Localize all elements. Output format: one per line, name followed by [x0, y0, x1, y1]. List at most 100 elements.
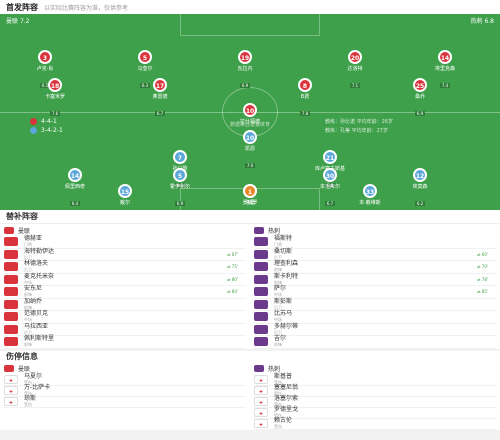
team-label: 曼联: [18, 366, 31, 373]
injury-icon: ✚: [4, 397, 18, 406]
sub-row[interactable]: 马拉西亚 后卫: [4, 322, 246, 336]
away-player[interactable]: 5 霍伊别尔 6.9: [145, 168, 215, 209]
away-injuries: 热刺 ✚ 斯基普 受伤 ✚ 塞塞尼翁 受伤 ✚ 洛塞尔索 受伤 ✚ 罗德里戈 受伤 ✚ 赖古伦 受伤: [250, 363, 500, 430]
sub-row[interactable]: 安东尼 前锋 ⇄ 84': [4, 286, 246, 299]
footer: [0, 429, 500, 440]
player-name: 罗梅罗: [242, 200, 258, 206]
injury-icon: ✚: [254, 375, 268, 384]
jersey-number: 1: [243, 184, 257, 198]
away-player[interactable]: 30 本坦库尔 6.7: [295, 168, 365, 209]
jersey-number: 14: [68, 168, 82, 182]
sub-row[interactable]: 范德贝克 中场: [4, 311, 246, 324]
team-logo-icon: [4, 365, 14, 372]
sub-row[interactable]: 比苏马 中场: [254, 311, 496, 324]
home-coach: 教练：孙比诺 平均年龄：26岁: [325, 119, 393, 125]
player-name: 吉尔: [274, 335, 287, 343]
home-player[interactable]: 14 埃里克森 7.4: [410, 50, 480, 91]
team-label: 曼联: [18, 227, 31, 235]
home-player[interactable]: 19 瓦拉内 6.9: [210, 50, 280, 91]
team-header: 热刺: [254, 224, 496, 236]
injury-row[interactable]: ✚ 塞塞尼翁 受伤: [254, 384, 496, 397]
jersey-number: 17: [153, 78, 167, 92]
player-detail: 受伤: [274, 380, 282, 385]
player-info: 萨尔 中场: [274, 286, 477, 298]
player-avatar: [4, 337, 18, 347]
player-name: 安东尼: [24, 285, 43, 293]
sub-row[interactable]: 理查利森 前锋 ⇄ 70': [254, 261, 496, 274]
injury-icon: ✚: [254, 386, 268, 395]
player-info: 洛塞尔索 受伤: [274, 395, 496, 408]
sub-row[interactable]: 佩利斯特里 前锋: [4, 336, 246, 349]
player-name: 弗雷德: [152, 94, 168, 100]
player-avatar: [254, 274, 268, 284]
sub-row[interactable]: 德赫亚 门将: [4, 236, 246, 249]
player-info: 马夏尔 受伤: [24, 374, 246, 386]
player-rating: 6.7: [324, 201, 336, 206]
sub-row[interactable]: 麦克托米奈 中场 ⇄ 80': [4, 272, 246, 286]
player-name: 赖古伦: [274, 417, 293, 424]
player-detail: 受伤: [274, 424, 282, 429]
player-name: 马拉西亚: [24, 322, 49, 330]
away-player[interactable]: 1洛里6.8: [215, 184, 285, 210]
away-color-dot: [30, 127, 37, 134]
team-header: 热刺: [254, 363, 496, 375]
sub-row[interactable]: 萨尔 中场 ⇄ 85': [254, 286, 496, 299]
away-player[interactable]: 10 凯恩 7.0: [215, 130, 285, 171]
player-rating: 7.4: [439, 83, 451, 88]
player-rating: 6.2: [414, 201, 426, 206]
sub-row[interactable]: 斯卡利特 前锋 ⇄ 78': [254, 273, 496, 286]
sub-row[interactable]: 海特勒伊达 后卫 ⇄ 67': [4, 248, 246, 261]
injury-row[interactable]: ✚ 琼斯 受伤: [4, 396, 246, 408]
player-avatar: [4, 299, 18, 309]
away-player[interactable]: 12 埃莫森 6.2: [385, 168, 455, 209]
home-player[interactable]: 3 卢克·肖 6.5: [10, 50, 80, 91]
team-header: 曼联: [4, 363, 246, 375]
team-label: 热刺: [268, 366, 281, 373]
player-detail: 后卫: [24, 329, 32, 335]
player-name: 比苏马: [274, 310, 293, 318]
player-avatar: [254, 287, 268, 297]
jersey-number: 33: [363, 184, 377, 198]
away-player[interactable]: 15戴尔6.5: [90, 184, 160, 210]
player-name: 瓦拉内: [237, 66, 253, 72]
away-player[interactable]: 33本·戴维斯6.4: [335, 184, 405, 210]
player-detail: 门将: [24, 242, 32, 248]
player-info: 麦克托米奈 中场: [24, 272, 227, 285]
sub-row[interactable]: 林德洛夫 后卫 ⇄ 75': [4, 261, 246, 274]
sub-row[interactable]: 桑切斯 后卫 ⇄ 60': [254, 248, 496, 261]
player-name: 埃里克森: [434, 66, 455, 72]
player-rating: 6.6: [174, 183, 186, 188]
sub-row[interactable]: 加纳乔 前锋: [4, 298, 246, 311]
player-avatar: [4, 324, 18, 334]
injury-row[interactable]: ✚ 万-比萨卡 受伤: [4, 384, 246, 397]
home-player[interactable]: 8 B费 7.8: [270, 78, 340, 119]
sub-row[interactable]: 斯彭斯 后卫: [254, 298, 496, 311]
injury-row[interactable]: ✚ 洛塞尔索 受伤: [254, 395, 496, 408]
injury-row[interactable]: ✚ 斯基普 受伤: [254, 374, 496, 386]
away-coach: 教练：孔蒂 平均年龄：27岁: [325, 128, 388, 134]
player-name: 万-比萨卡: [24, 384, 51, 391]
sub-row[interactable]: 多赫尔蒂 后卫: [254, 323, 496, 336]
home-player[interactable]: 18 卡塞米罗 7.6: [20, 78, 90, 119]
player-name: 福斯特: [274, 235, 293, 243]
home-player[interactable]: 17 弗雷德 6.7: [125, 78, 195, 119]
player-name: 德赫亚: [24, 235, 43, 243]
sub-row[interactable]: 吉尔 前锋: [254, 336, 496, 349]
player-detail: 受伤: [24, 391, 32, 396]
player-info: 斯基普 受伤: [274, 374, 496, 386]
player-name: 洛塞尔索: [274, 395, 299, 402]
player-name: 桑乔: [414, 94, 425, 100]
injury-row[interactable]: ✚ 马夏尔 受伤: [4, 374, 246, 386]
home-player[interactable]: 20 达洛特 7.1: [320, 50, 390, 91]
injury-row[interactable]: ✚ 赖古伦 受伤: [254, 417, 496, 430]
player-name: 塞塞尼翁: [274, 384, 299, 391]
jersey-number: 5: [138, 50, 152, 64]
sub-row[interactable]: 福斯特 门将: [254, 236, 496, 249]
home-injuries: 曼联 ✚ 马夏尔 受伤 ✚ 万-比萨卡 受伤 ✚ 琼斯 受伤: [0, 363, 250, 430]
injury-row[interactable]: ✚ 罗德里戈 受伤: [254, 407, 496, 419]
jersey-number: 12: [413, 168, 427, 182]
home-player[interactable]: 5 马奎尔 6.3: [110, 50, 180, 91]
player-name: 麦克托米奈: [24, 272, 55, 280]
home-player[interactable]: 25 桑乔 6.9: [385, 78, 455, 119]
away-player[interactable]: 14 佩里西奇 6.4: [40, 168, 110, 209]
